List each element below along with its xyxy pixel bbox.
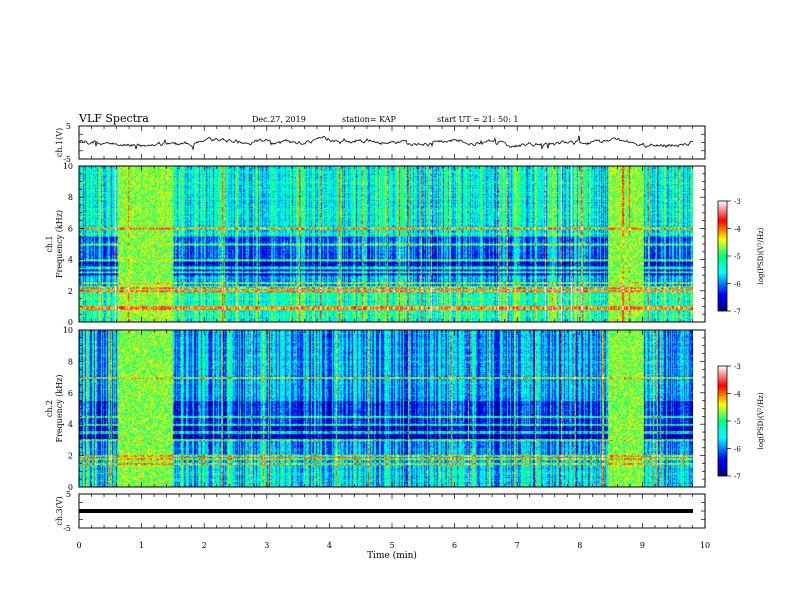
y-tick-label: 8 — [68, 193, 73, 202]
y-tick-label: 10 — [63, 326, 73, 335]
x-tick-label: 10 — [700, 541, 710, 550]
y-tick-label: 4 — [68, 256, 73, 265]
colorbar-tick-label: -7 — [734, 473, 741, 481]
station-label: station= KAP — [342, 115, 396, 124]
y-tick-label: 5 — [66, 490, 71, 499]
colorbar-label: log(PSD)(V²/Hz) — [757, 392, 765, 449]
y-tick-label: -5 — [63, 524, 71, 533]
colorbar-tick-label: -4 — [734, 391, 741, 399]
y-tick-label: -5 — [63, 155, 71, 164]
colorbar-tick-label: -3 — [734, 363, 741, 371]
x-tick-label: 7 — [515, 541, 520, 550]
y-axis-label: ch.1 — [45, 235, 54, 252]
y-tick-label: 2 — [68, 452, 73, 461]
x-tick-label: 0 — [76, 541, 81, 550]
x-tick-label: 6 — [452, 541, 457, 550]
date-label: Dec.27, 2019 — [252, 115, 306, 124]
colorbar-tick-label: -6 — [734, 281, 741, 289]
y-tick-label: 5 — [66, 122, 71, 131]
colorbar-label: log(PSD)(V²/Hz) — [757, 227, 765, 284]
x-tick-label: 9 — [640, 541, 645, 550]
y-axis-label: ch.1(V) — [55, 128, 64, 157]
x-tick-label: 2 — [202, 541, 207, 550]
y-tick-label: 2 — [68, 287, 73, 296]
axis-ticks — [78, 125, 731, 529]
x-axis-label: Time (min) — [367, 550, 417, 561]
x-tick-label: 1 — [139, 541, 144, 550]
start-time-label: start UT = 21: 50: 1 — [437, 115, 519, 124]
x-tick-label: 5 — [389, 541, 394, 550]
y-tick-label: 6 — [68, 389, 73, 398]
chart-title: VLF Spectra — [79, 112, 149, 125]
y-axis-label: Frequency (kHz) — [55, 374, 64, 442]
y-tick-label: 10 — [63, 162, 73, 171]
y-tick-label: 0 — [68, 318, 73, 327]
ch2-colorbar — [717, 365, 728, 477]
x-tick-label: 8 — [577, 541, 582, 550]
colorbar-tick-label: -3 — [734, 198, 741, 206]
ch1-colorbar — [717, 200, 728, 312]
colorbar-tick-label: -6 — [734, 446, 741, 454]
y-tick-label: 0 — [68, 483, 73, 492]
x-tick-label: 3 — [264, 541, 269, 550]
y-tick-label: 6 — [68, 224, 73, 233]
y-axis-label: ch.2 — [45, 400, 54, 417]
ch2-spectrogram-image — [79, 330, 693, 487]
colorbar-tick-label: -5 — [734, 253, 741, 261]
y-axis-label: ch.3(V) — [55, 496, 64, 525]
x-tick-label: 4 — [327, 541, 332, 550]
colorbar-tick-label: -4 — [734, 226, 741, 234]
y-tick-label: 8 — [68, 357, 73, 366]
ch1-spectrogram-image — [79, 166, 693, 322]
ch1-waveform-line — [78, 135, 694, 151]
y-axis-label: Frequency (kHz) — [55, 210, 64, 278]
colorbar-tick-label: -7 — [734, 308, 741, 316]
colorbar-tick-label: -5 — [734, 418, 741, 426]
y-tick-label: 4 — [68, 420, 73, 429]
